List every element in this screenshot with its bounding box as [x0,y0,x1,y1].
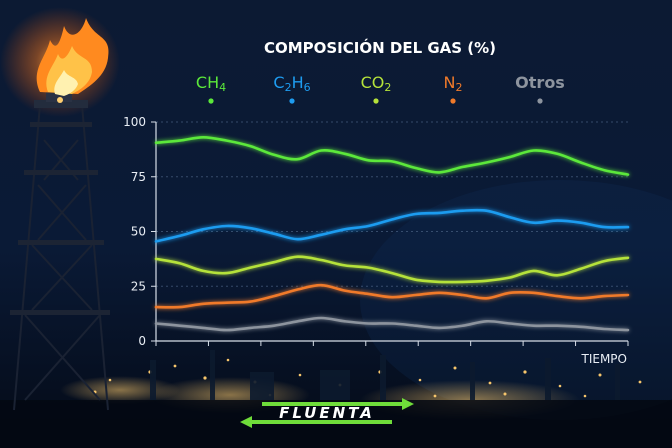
series-line-otros [154,316,630,332]
logo-text: FLUENTA [279,404,375,422]
x-axis [155,340,629,346]
legend-dot [208,98,214,104]
legend-item-ch4: CH4 [196,73,226,104]
legend-label: CH4 [196,73,226,94]
legend-label: Otros [515,73,565,92]
series-line-co2 [154,255,630,284]
fluenta-logo: FLUENTA [240,398,414,428]
legend-dot [289,98,295,104]
series-lines [154,135,630,332]
logo-arrow-bottom-icon [240,416,392,428]
logo-arrow-top-icon [262,398,414,410]
flare-stack [0,7,120,411]
y-tick-label: 100 [123,115,146,129]
chart-grid [156,121,628,287]
legend-item-otros: Otros [515,73,565,104]
y-tick-label: 0 [138,334,146,348]
legend-dot [373,98,379,104]
series-line-ch4 [154,135,630,176]
legend-dot [537,98,543,104]
series-line-n2 [154,283,630,309]
legend-dot [450,98,456,104]
y-axis: 0 25 50 75 100 [123,115,157,348]
y-tick-label: 50 [131,225,146,239]
legend-item-c2h6: C2H6 [273,73,311,104]
x-axis-label: TIEMPO [581,352,628,366]
chart-legend: CH4 C2H6 CO2 N2 Otros [196,73,565,104]
legend-label: C2H6 [273,73,310,94]
series-line-c2h6 [154,208,630,243]
y-tick-label: 75 [131,170,146,184]
y-tick-label: 25 [131,279,146,293]
legend-item-n2: N2 [444,73,463,104]
legend-item-co2: CO2 [361,73,392,104]
legend-label: CO2 [361,73,392,94]
chart-title: COMPOSICIÓN DEL GAS (%) [264,38,496,57]
legend-label: N2 [444,73,463,94]
